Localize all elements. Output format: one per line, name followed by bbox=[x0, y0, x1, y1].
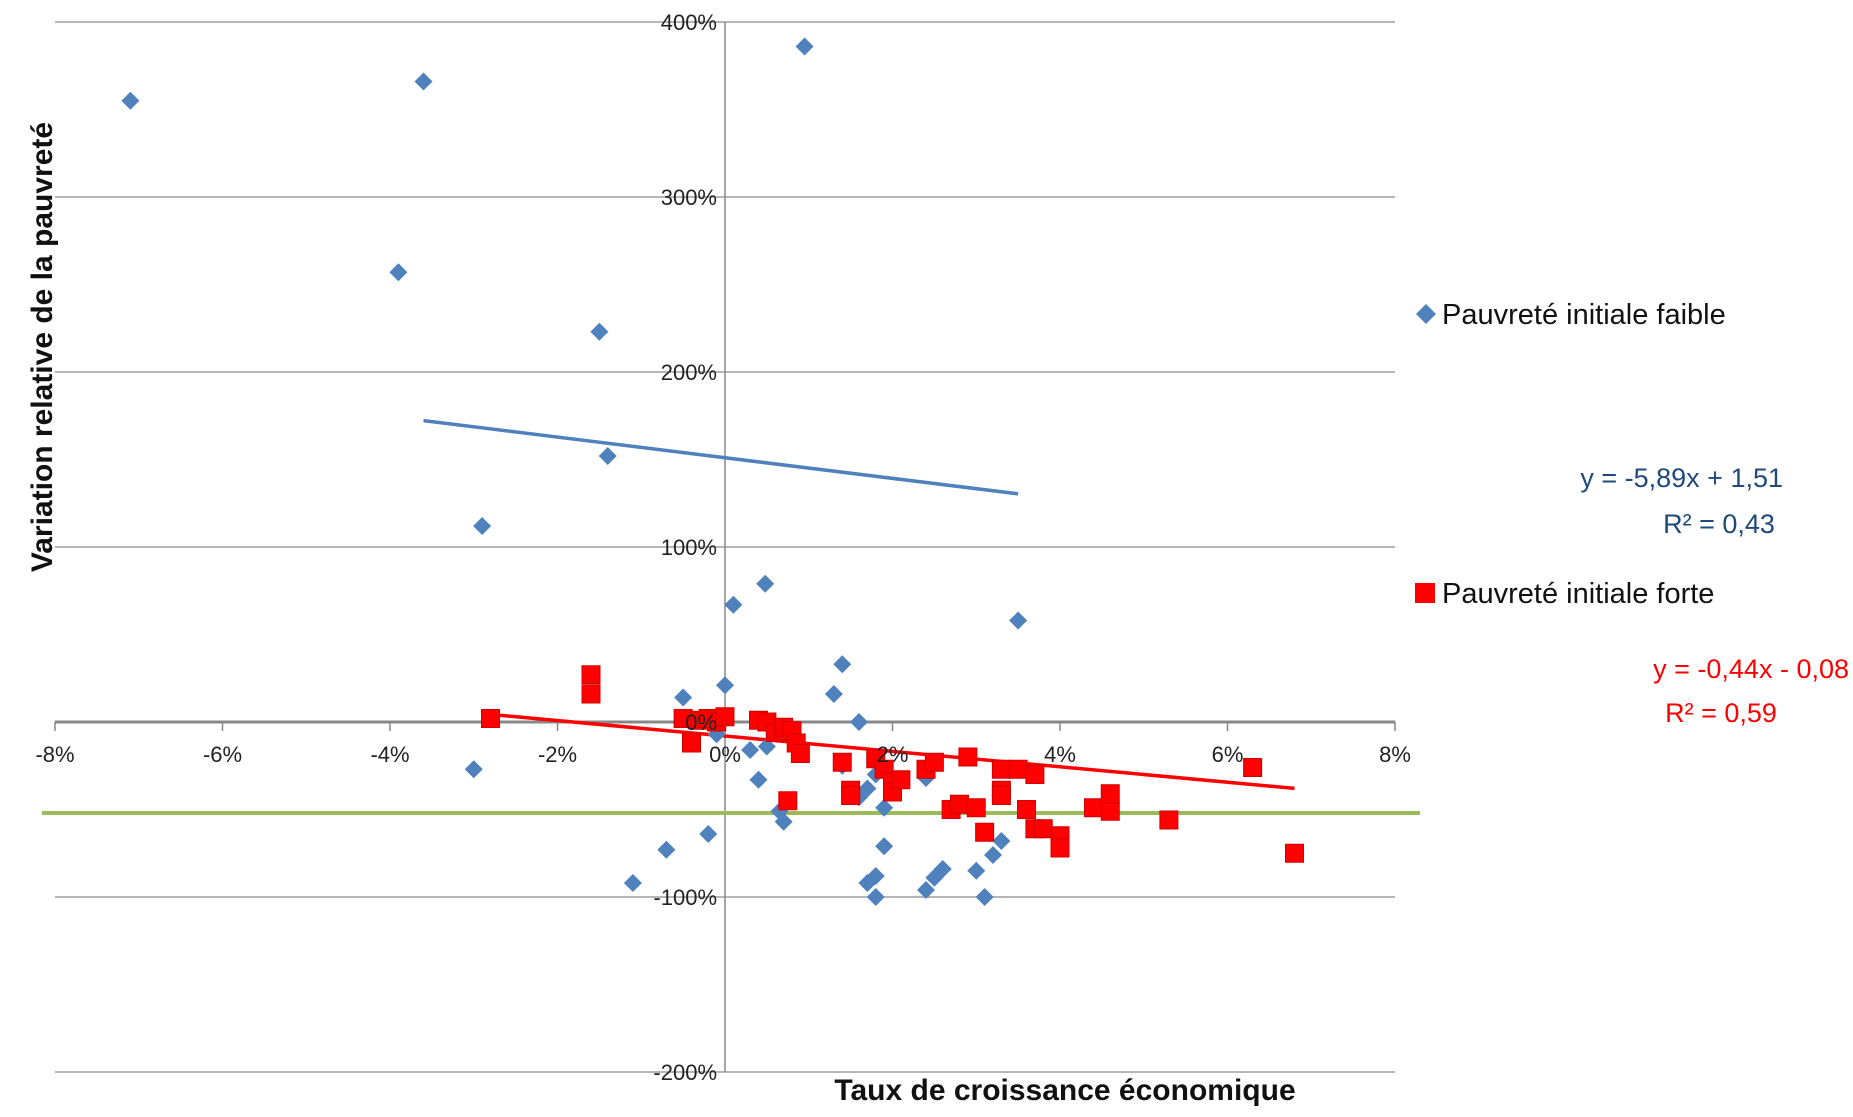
data-point-diamond bbox=[833, 655, 852, 674]
equation-label: y = -0,44x - 0,08 bbox=[1653, 654, 1849, 684]
data-point-square bbox=[682, 733, 701, 753]
legend-item-faible: Pauvreté initiale faible bbox=[1416, 299, 1726, 331]
data-point-square bbox=[832, 752, 852, 772]
data-point-diamond bbox=[992, 832, 1011, 850]
trendline-forte bbox=[490, 712, 1295, 791]
data-point-square bbox=[991, 786, 1011, 805]
data-point-square bbox=[1050, 838, 1070, 858]
data-point-diamond bbox=[598, 447, 617, 465]
data-point-diamond bbox=[716, 676, 734, 695]
data-point-diamond bbox=[875, 798, 894, 817]
series-forte-points bbox=[481, 665, 1304, 863]
data-point-square bbox=[1025, 765, 1045, 784]
data-point-square bbox=[481, 709, 500, 728]
data-point-square bbox=[1100, 801, 1120, 821]
legend-label-faible: Pauvreté initiale faible bbox=[1442, 299, 1726, 331]
x-axis-title: Taux de croissance économique bbox=[834, 1074, 1295, 1107]
data-point-square bbox=[1008, 759, 1028, 779]
data-point-diamond bbox=[967, 861, 986, 880]
legend-label-forte: Pauvreté initiale forte bbox=[1442, 578, 1714, 610]
x-tick-label: -8% bbox=[35, 742, 74, 767]
data-point-diamond bbox=[749, 770, 768, 789]
legend-marker-diamond bbox=[1416, 304, 1436, 324]
y-tick-label: -100% bbox=[653, 885, 717, 910]
data-point-square bbox=[790, 744, 810, 763]
x-tick-label: -6% bbox=[203, 742, 242, 767]
data-point-diamond bbox=[414, 72, 433, 91]
x-tick-label: 2% bbox=[877, 742, 909, 767]
data-point-diamond bbox=[875, 837, 894, 856]
y-tick-label: 300% bbox=[661, 185, 717, 210]
y-axis-title: Variation relative de la pauvreté bbox=[26, 122, 59, 572]
data-point-diamond bbox=[933, 860, 952, 878]
data-point-square bbox=[991, 759, 1011, 779]
r2-label: R² = 0,43 bbox=[1663, 509, 1775, 539]
data-point-square bbox=[975, 822, 995, 842]
data-point-diamond bbox=[917, 881, 935, 899]
y-tick-labels: -200% -100% 0% 100% 200% 300% 400% bbox=[653, 10, 717, 1085]
data-point-diamond bbox=[121, 91, 140, 110]
trendline-faible bbox=[423, 418, 1019, 496]
data-point-diamond bbox=[795, 37, 814, 56]
data-point-diamond bbox=[389, 263, 408, 282]
y-tick-label: -200% bbox=[653, 1060, 717, 1085]
r2-label: R² = 0,59 bbox=[1665, 698, 1777, 728]
data-point-square bbox=[1017, 800, 1036, 819]
x-tick-label: 8% bbox=[1379, 742, 1411, 767]
data-point-square bbox=[1033, 819, 1053, 839]
data-point-square bbox=[958, 747, 978, 767]
data-point-diamond bbox=[1009, 611, 1028, 630]
data-point-square bbox=[1159, 810, 1179, 830]
data-point-diamond bbox=[674, 688, 693, 707]
data-point-diamond bbox=[623, 874, 642, 892]
y-tick-label: 100% bbox=[661, 535, 717, 560]
x-tick-label: -4% bbox=[370, 742, 409, 767]
data-point-diamond bbox=[984, 846, 1002, 864]
data-point-square bbox=[581, 684, 601, 704]
legend-marker-square bbox=[1415, 583, 1435, 603]
y-tick-label: 200% bbox=[661, 360, 717, 385]
trendlines bbox=[423, 418, 1295, 791]
x-tick-labels: -8% -6% -4% -2% 0% 2% 4% 6% 8% bbox=[35, 742, 1410, 767]
data-point-diamond bbox=[741, 741, 760, 759]
y-tick-label: 0% bbox=[685, 710, 717, 735]
data-point-square bbox=[966, 798, 986, 818]
data-point-diamond bbox=[724, 595, 743, 614]
data-point-diamond bbox=[473, 517, 492, 535]
data-point-square bbox=[1285, 843, 1304, 863]
equation-label: y = -5,89x + 1,51 bbox=[1580, 463, 1783, 493]
data-point-diamond bbox=[975, 888, 994, 906]
data-point-square bbox=[778, 791, 798, 811]
data-point-diamond bbox=[824, 685, 843, 703]
legend: Pauvreté initiale faible Pauvreté initia… bbox=[1415, 299, 1726, 610]
data-point-diamond bbox=[858, 779, 877, 798]
data-point-square bbox=[1100, 784, 1120, 804]
legend-item-forte: Pauvreté initiale forte bbox=[1415, 578, 1714, 610]
data-point-diamond bbox=[866, 867, 885, 885]
data-point-square bbox=[891, 770, 911, 790]
data-point-diamond bbox=[774, 812, 793, 831]
x-tick-label: 4% bbox=[1044, 742, 1076, 767]
y-tick-label: 400% bbox=[661, 10, 717, 35]
data-point-diamond bbox=[590, 322, 609, 341]
data-point-diamond bbox=[866, 888, 885, 906]
trendline-equation-forte: y = -0,44x - 0,08 R² = 0,59 bbox=[1653, 654, 1849, 728]
x-tick-label: -2% bbox=[538, 742, 577, 767]
data-point-square bbox=[581, 665, 601, 685]
data-point-diamond bbox=[850, 713, 868, 731]
x-tick-label: 6% bbox=[1212, 742, 1244, 767]
x-tick-label: 0% bbox=[709, 742, 741, 767]
data-point-diamond bbox=[699, 825, 718, 843]
data-point-square bbox=[715, 707, 735, 727]
data-point-diamond bbox=[464, 760, 483, 779]
data-point-square bbox=[1084, 798, 1103, 818]
data-point-diamond bbox=[756, 574, 775, 593]
data-point-diamond bbox=[657, 840, 676, 859]
trendline-equation-faible: y = -5,89x + 1,51 R² = 0,43 bbox=[1580, 463, 1783, 539]
data-point-square bbox=[841, 786, 861, 805]
data-point-square bbox=[924, 752, 944, 772]
data-point-square bbox=[1243, 758, 1263, 777]
data-point-square bbox=[950, 794, 969, 814]
